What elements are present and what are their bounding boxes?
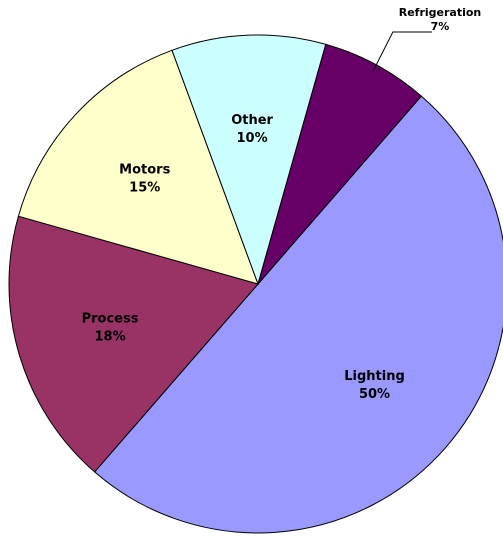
pie-slice xyxy=(17,49,259,285)
slice-label: Refrigeration xyxy=(399,6,482,19)
slice-label: Motors xyxy=(119,163,170,178)
slice-value: 10% xyxy=(237,131,268,146)
pie-slice xyxy=(8,215,259,473)
slice-label: Process xyxy=(82,312,139,327)
slice-value: 50% xyxy=(359,387,390,402)
slice-value: 15% xyxy=(129,181,160,196)
pie-slice xyxy=(171,34,327,286)
slice-value: 18% xyxy=(94,330,125,345)
slice-value: 7% xyxy=(431,20,450,33)
pie-slice xyxy=(93,95,503,534)
leader-line xyxy=(372,31,432,72)
slice-label: Lighting xyxy=(344,369,405,384)
slice-label: Other xyxy=(231,113,273,128)
